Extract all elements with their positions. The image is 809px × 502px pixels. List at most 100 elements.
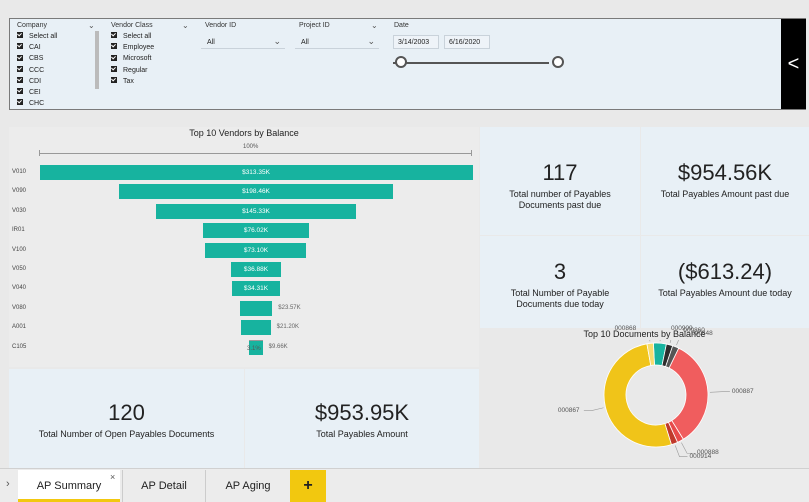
company-slicer-title: Company: [17, 22, 47, 29]
company-item[interactable]: CAI: [17, 42, 57, 53]
date-slider-end-handle[interactable]: [552, 56, 564, 68]
checkbox-icon[interactable]: [111, 32, 117, 39]
donut-slice[interactable]: [603, 343, 672, 448]
close-icon[interactable]: ×: [110, 472, 116, 482]
kpi-label: Total Payables Amount past due: [660, 189, 790, 199]
kpi-value: $953.95K: [314, 400, 410, 425]
vendor-class-item[interactable]: Microsoft: [111, 53, 154, 64]
plus-icon: +: [303, 477, 313, 494]
checkbox-icon[interactable]: [17, 54, 23, 61]
donut-leader-line: [669, 340, 672, 343]
tab-ap-aging[interactable]: AP Aging: [205, 470, 291, 502]
company-scrollbar[interactable]: [95, 31, 99, 89]
project-id-slicer-title: Project ID: [299, 22, 330, 29]
company-item[interactable]: CEI: [17, 87, 57, 98]
add-page-button[interactable]: +: [290, 470, 326, 502]
funnel-bar[interactable]: [249, 339, 263, 355]
vendor-class-item[interactable]: Tax: [111, 76, 154, 87]
checkbox-icon[interactable]: [111, 76, 117, 83]
checkbox-icon[interactable]: [17, 43, 23, 50]
checkbox-icon[interactable]: [17, 88, 23, 95]
date-slicer-title: Date: [394, 22, 409, 29]
vendor-class-item[interactable]: Employee: [111, 42, 154, 53]
funnel-category-label: V100: [12, 246, 27, 253]
collapse-pane-button[interactable]: <: [781, 19, 806, 109]
project-id-value: All: [301, 39, 309, 46]
donut-slice-label: 000868: [614, 325, 637, 333]
funnel-bar[interactable]: $36.88K: [230, 262, 282, 277]
checkbox-icon[interactable]: [17, 32, 23, 39]
kpi-value: 3: [553, 259, 567, 284]
tab-ap-summary[interactable]: AP Summary: [18, 470, 120, 502]
chevron-down-icon[interactable]: ⌄: [367, 36, 375, 46]
funnel-bar[interactable]: $76.02K: [203, 223, 309, 239]
funnel-bottom-line: [249, 340, 263, 341]
funnel-bar[interactable]: $34.31K: [232, 281, 280, 297]
donut-leader-line: [676, 340, 679, 346]
donut-leader-line: [659, 340, 661, 342]
donut-chart-title: Top 10 Documents by Balance: [583, 329, 706, 339]
date-slider-start-handle[interactable]: [395, 56, 407, 68]
kpi-value: 117: [542, 160, 578, 185]
funnel-bar[interactable]: $198.46K: [118, 184, 394, 200]
donut-slice-label: 000848: [691, 329, 713, 337]
checkbox-icon[interactable]: [111, 43, 117, 50]
funnel-bar[interactable]: $145.33K: [155, 203, 357, 219]
vendor-class-chevron-icon[interactable]: ⌄: [182, 21, 189, 30]
filter-pane: [9, 18, 806, 110]
donut-leader-line: [709, 391, 730, 393]
company-slicer-list: Select all CAI CBS CCC CDI CEI CHC: [17, 31, 57, 109]
funnel-category-label: A001: [12, 324, 27, 331]
checkbox-icon[interactable]: [17, 99, 23, 106]
funnel-category-label: V080: [12, 304, 27, 311]
kpi-value: ($613.24): [677, 259, 773, 284]
kpi-card-due-today-count: 3 Total Number of Payable Documents due …: [480, 236, 640, 328]
funnel-bar[interactable]: [241, 320, 271, 336]
checkbox-icon[interactable]: [111, 54, 117, 61]
kpi-label: Total Number of Open Payables Documents: [38, 429, 215, 439]
project-id-dropdown[interactable]: All ⌄: [295, 36, 379, 49]
checkbox-icon[interactable]: [17, 65, 23, 72]
donut-leader-line: [681, 442, 696, 454]
funnel-category-label: V050: [12, 266, 27, 272]
funnel-top-line: [39, 153, 472, 154]
funnel-bottom-percent: 3.1%: [247, 346, 261, 352]
checkbox-icon[interactable]: [111, 65, 117, 72]
vendor-id-dropdown[interactable]: All ⌄: [201, 36, 285, 49]
date-start-input[interactable]: 3/14/2003: [393, 35, 439, 49]
company-item[interactable]: CHC: [17, 98, 57, 109]
tab-nav-icon[interactable]: ›: [6, 478, 10, 490]
kpi-card-open-count: 120 Total Number of Open Payables Docume…: [9, 369, 244, 468]
company-item[interactable]: CBS: [17, 53, 57, 64]
tab-ap-detail[interactable]: AP Detail: [122, 470, 205, 502]
chevron-down-icon[interactable]: ⌄: [273, 36, 281, 46]
company-item[interactable]: CCC: [17, 65, 57, 76]
vendor-id-slicer-title: Vendor ID: [205, 22, 237, 29]
funnel-category-label: IR01: [12, 227, 25, 234]
vendor-class-item[interactable]: Regular: [111, 65, 154, 76]
kpi-card-past-due-count: 117 Total number of Payables Documents p…: [480, 127, 640, 235]
company-chevron-icon[interactable]: ⌄: [88, 21, 95, 30]
checkbox-icon[interactable]: [17, 76, 23, 83]
donut-slice[interactable]: [646, 342, 655, 366]
funnel-bar[interactable]: $313.35K: [39, 165, 473, 180]
tab-label: AP Summary: [36, 480, 102, 492]
date-slider-track[interactable]: [393, 62, 549, 64]
company-item[interactable]: Select all: [17, 31, 57, 42]
donut-slice-label: 000909: [670, 325, 693, 333]
kpi-label: Total Number of Payable Documents due to…: [510, 288, 610, 309]
donut-leader-line: [583, 407, 604, 411]
project-id-chevron-icon[interactable]: ⌄: [371, 21, 378, 30]
funnel-bar[interactable]: [239, 300, 273, 316]
funnel-top-tick: [471, 150, 472, 156]
donut-slice-label: 000888: [697, 449, 719, 457]
vendor-class-item[interactable]: Select all: [111, 31, 154, 42]
date-end-input[interactable]: 6/16/2020: [444, 35, 490, 49]
funnel-data-label: $9.66K: [268, 343, 288, 350]
company-item[interactable]: CDI: [17, 76, 57, 87]
funnel-bar[interactable]: $73.10K: [205, 242, 307, 258]
chevron-left-icon: <: [787, 53, 800, 75]
kpi-label: Total Payables Amount: [316, 429, 408, 439]
funnel-data-label: $21.20K: [276, 324, 299, 331]
tab-label: AP Aging: [225, 480, 271, 492]
